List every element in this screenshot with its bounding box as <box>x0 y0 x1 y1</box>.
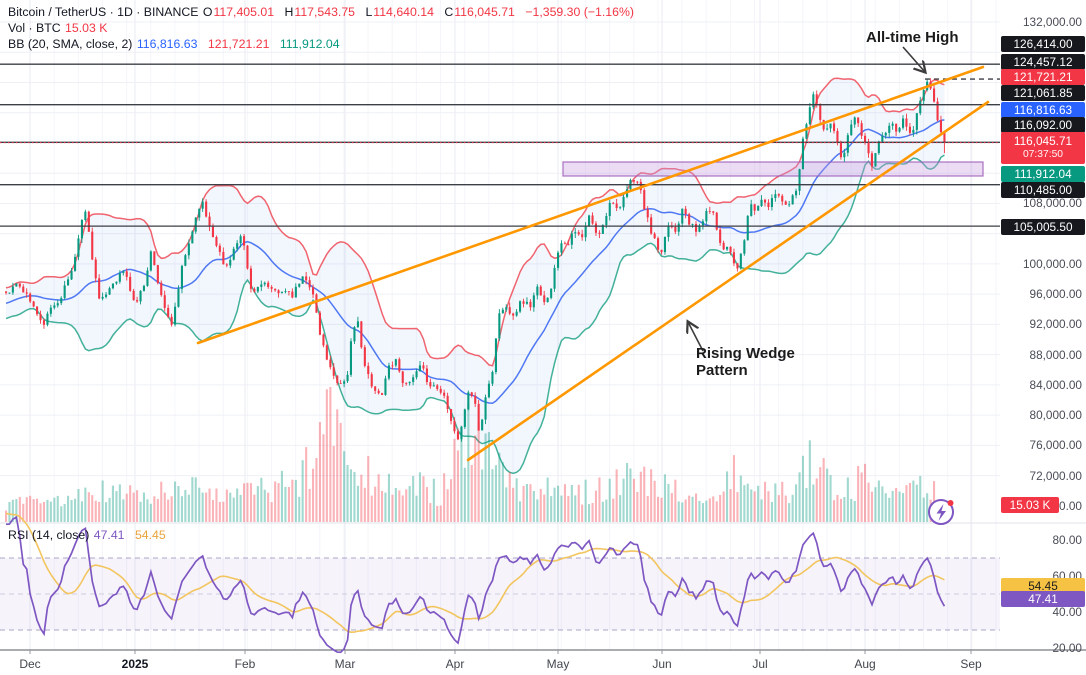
candles <box>5 78 946 442</box>
quick-trade-button[interactable] <box>928 499 954 525</box>
rsi-ma-line <box>5 512 945 634</box>
wedge-upper-trendline <box>196 65 985 345</box>
wedge-arrow <box>688 322 704 352</box>
rsi-line <box>5 515 946 654</box>
supply-zone-rect <box>562 161 984 177</box>
notification-dot <box>947 500 954 506</box>
volume-bars <box>5 387 946 522</box>
wedge-lower-trendline <box>466 100 990 462</box>
ath-arrow <box>902 46 925 72</box>
lightning-icon <box>936 504 946 521</box>
